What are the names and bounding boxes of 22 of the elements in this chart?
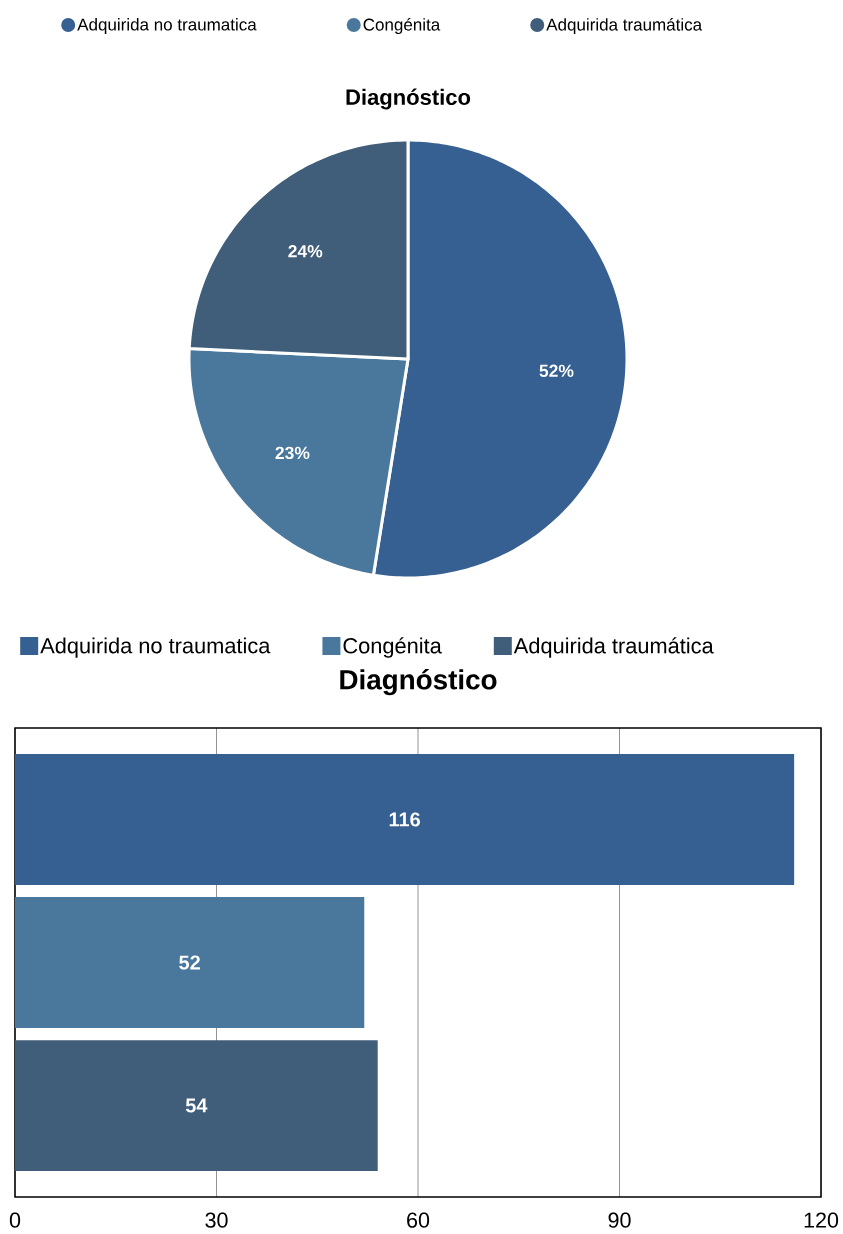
chart-title: Diagnóstico <box>340 668 497 696</box>
legend-label: Congénita <box>363 17 441 35</box>
bar <box>15 1040 378 1171</box>
x-tick-label: 60 <box>407 1212 430 1228</box>
x-tick-label: 90 <box>608 1212 631 1228</box>
data-label: 54 <box>185 1098 208 1113</box>
bar <box>15 897 365 1028</box>
data-label: 52 <box>179 955 200 970</box>
legend-label: Congénita <box>343 637 442 658</box>
bar <box>15 754 795 885</box>
legend-label: Adquirida traumática <box>513 637 714 658</box>
data-label: 24% <box>288 245 323 258</box>
legend-label: Adquirida no traumatica <box>77 18 257 34</box>
text: Diagnóstico <box>346 88 471 110</box>
x-tick-label: 30 <box>205 1212 228 1228</box>
data-label: 23% <box>275 446 310 460</box>
legend-label: Adquirida traumática <box>546 17 703 35</box>
x-tick-label: 0 <box>9 1212 21 1228</box>
legend-label: Adquirida no traumatica <box>40 637 271 658</box>
data-label: 116 <box>389 812 420 827</box>
data-label: 52% <box>539 364 574 377</box>
x-tick-label: 120 <box>804 1212 839 1228</box>
